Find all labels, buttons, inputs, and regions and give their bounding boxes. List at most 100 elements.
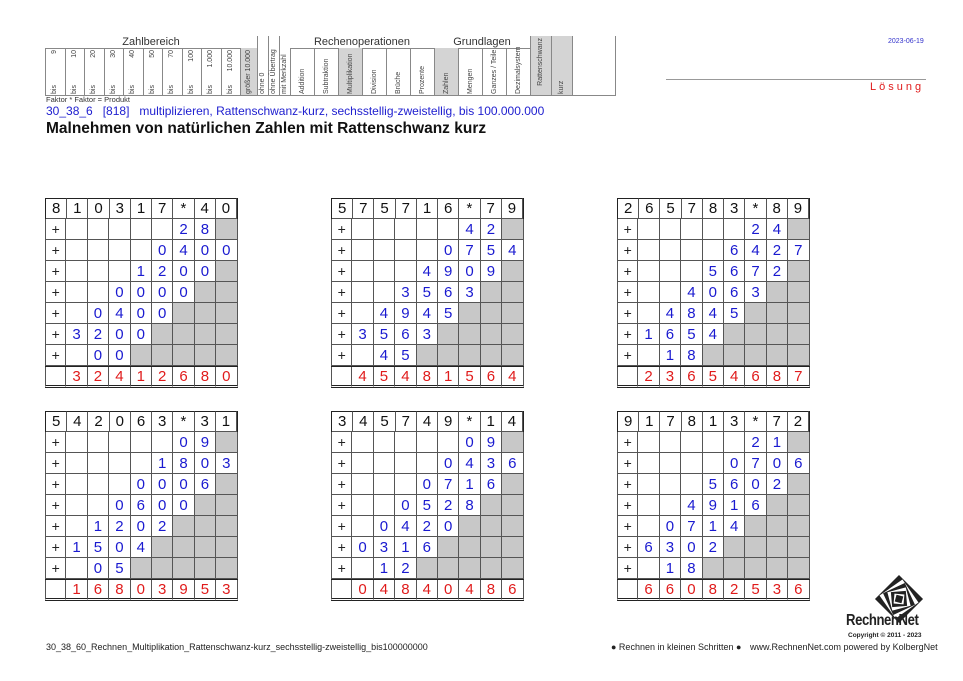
partial-digit-cell[interactable] [681, 453, 703, 474]
partial-digit-cell[interactable]: 1 [702, 516, 724, 537]
partial-digit-cell[interactable] [638, 474, 660, 495]
partial-digit-cell[interactable]: 1 [151, 453, 174, 474]
partial-digit-cell[interactable] [638, 240, 660, 261]
partial-digit-cell[interactable]: 4 [681, 495, 703, 516]
partial-digit-cell[interactable]: 7 [745, 261, 767, 282]
partial-digit-cell[interactable]: 4 [109, 303, 131, 324]
result-digit-cell[interactable]: 6 [745, 367, 767, 388]
partial-digit-cell[interactable]: 2 [395, 558, 417, 579]
partial-digit-cell[interactable]: 9 [395, 303, 417, 324]
partial-digit-cell[interactable] [109, 453, 131, 474]
partial-digit-cell[interactable]: 0 [173, 432, 195, 453]
partial-digit-cell[interactable]: 0 [151, 474, 174, 495]
result-digit-cell[interactable]: 4 [723, 367, 746, 388]
partial-digit-cell[interactable]: 3 [659, 537, 682, 558]
partial-digit-cell[interactable]: 0 [151, 495, 174, 516]
result-digit-cell[interactable]: 8 [702, 580, 724, 601]
partial-digit-cell[interactable]: 0 [109, 495, 131, 516]
partial-digit-cell[interactable]: 7 [788, 240, 810, 261]
partial-digit-cell[interactable]: 0 [373, 516, 396, 537]
result-digit-cell[interactable]: 0 [681, 580, 703, 601]
result-digit-cell[interactable]: 5 [745, 580, 767, 601]
partial-digit-cell[interactable]: 0 [87, 558, 110, 579]
result-digit-cell[interactable]: 6 [638, 580, 660, 601]
partial-digit-cell[interactable] [109, 240, 131, 261]
partial-digit-cell[interactable]: 5 [681, 324, 703, 345]
partial-digit-cell[interactable]: 8 [681, 303, 703, 324]
partial-digit-cell[interactable]: 0 [87, 345, 110, 366]
partial-digit-cell[interactable] [352, 282, 374, 303]
partial-digit-cell[interactable]: 9 [437, 261, 460, 282]
partial-digit-cell[interactable] [66, 516, 88, 537]
partial-digit-cell[interactable] [87, 261, 110, 282]
partial-digit-cell[interactable]: 1 [638, 324, 660, 345]
result-digit-cell[interactable]: 6 [502, 580, 524, 601]
partial-digit-cell[interactable] [659, 432, 682, 453]
partial-digit-cell[interactable] [130, 219, 152, 240]
partial-digit-cell[interactable] [66, 261, 88, 282]
partial-digit-cell[interactable]: 0 [151, 303, 174, 324]
result-digit-cell[interactable]: 3 [766, 580, 789, 601]
partial-digit-cell[interactable] [66, 303, 88, 324]
partial-digit-cell[interactable]: 0 [194, 240, 217, 261]
partial-digit-cell[interactable] [395, 432, 417, 453]
partial-digit-cell[interactable]: 2 [173, 219, 195, 240]
partial-digit-cell[interactable]: 3 [352, 324, 374, 345]
partial-digit-cell[interactable] [659, 282, 682, 303]
partial-digit-cell[interactable]: 0 [352, 537, 374, 558]
partial-digit-cell[interactable]: 2 [702, 537, 724, 558]
partial-digit-cell[interactable]: 0 [194, 453, 217, 474]
partial-digit-cell[interactable] [87, 432, 110, 453]
partial-digit-cell[interactable]: 0 [723, 453, 746, 474]
partial-digit-cell[interactable]: 1 [66, 537, 88, 558]
partial-digit-cell[interactable] [638, 495, 660, 516]
partial-digit-cell[interactable] [66, 432, 88, 453]
partial-digit-cell[interactable]: 0 [216, 240, 238, 261]
partial-digit-cell[interactable]: 3 [395, 282, 417, 303]
partial-digit-cell[interactable]: 2 [766, 261, 789, 282]
partial-digit-cell[interactable]: 4 [745, 240, 767, 261]
partial-digit-cell[interactable] [638, 432, 660, 453]
partial-digit-cell[interactable]: 6 [480, 474, 503, 495]
partial-digit-cell[interactable]: 0 [109, 537, 131, 558]
partial-digit-cell[interactable] [659, 261, 682, 282]
result-digit-cell[interactable]: 2 [638, 367, 660, 388]
result-digit-cell[interactable] [45, 367, 67, 388]
partial-digit-cell[interactable]: 0 [130, 303, 152, 324]
result-digit-cell[interactable]: 3 [151, 580, 174, 601]
partial-digit-cell[interactable]: 6 [502, 453, 524, 474]
partial-digit-cell[interactable] [395, 474, 417, 495]
partial-digit-cell[interactable] [416, 453, 438, 474]
result-digit-cell[interactable]: 4 [416, 580, 438, 601]
partial-digit-cell[interactable]: 1 [130, 261, 152, 282]
partial-digit-cell[interactable]: 6 [723, 282, 746, 303]
partial-digit-cell[interactable]: 6 [723, 261, 746, 282]
result-digit-cell[interactable]: 4 [109, 367, 131, 388]
partial-digit-cell[interactable]: 5 [395, 345, 417, 366]
partial-digit-cell[interactable]: 0 [437, 516, 460, 537]
result-digit-cell[interactable]: 2 [151, 367, 174, 388]
partial-digit-cell[interactable] [87, 282, 110, 303]
partial-digit-cell[interactable]: 4 [173, 240, 195, 261]
partial-digit-cell[interactable]: 5 [416, 282, 438, 303]
partial-digit-cell[interactable]: 2 [416, 516, 438, 537]
partial-digit-cell[interactable] [373, 474, 396, 495]
partial-digit-cell[interactable]: 6 [395, 324, 417, 345]
partial-digit-cell[interactable] [416, 240, 438, 261]
partial-digit-cell[interactable] [373, 495, 396, 516]
partial-digit-cell[interactable]: 3 [373, 537, 396, 558]
result-digit-cell[interactable] [45, 580, 67, 601]
partial-digit-cell[interactable] [638, 516, 660, 537]
partial-digit-cell[interactable] [638, 219, 660, 240]
partial-digit-cell[interactable] [659, 219, 682, 240]
partial-digit-cell[interactable] [638, 303, 660, 324]
partial-digit-cell[interactable] [66, 495, 88, 516]
result-digit-cell[interactable]: 1 [130, 367, 152, 388]
partial-digit-cell[interactable] [681, 432, 703, 453]
partial-digit-cell[interactable] [659, 453, 682, 474]
partial-digit-cell[interactable]: 2 [437, 495, 460, 516]
partial-digit-cell[interactable]: 7 [681, 516, 703, 537]
result-digit-cell[interactable]: 4 [459, 580, 481, 601]
partial-digit-cell[interactable] [352, 453, 374, 474]
partial-digit-cell[interactable] [416, 432, 438, 453]
